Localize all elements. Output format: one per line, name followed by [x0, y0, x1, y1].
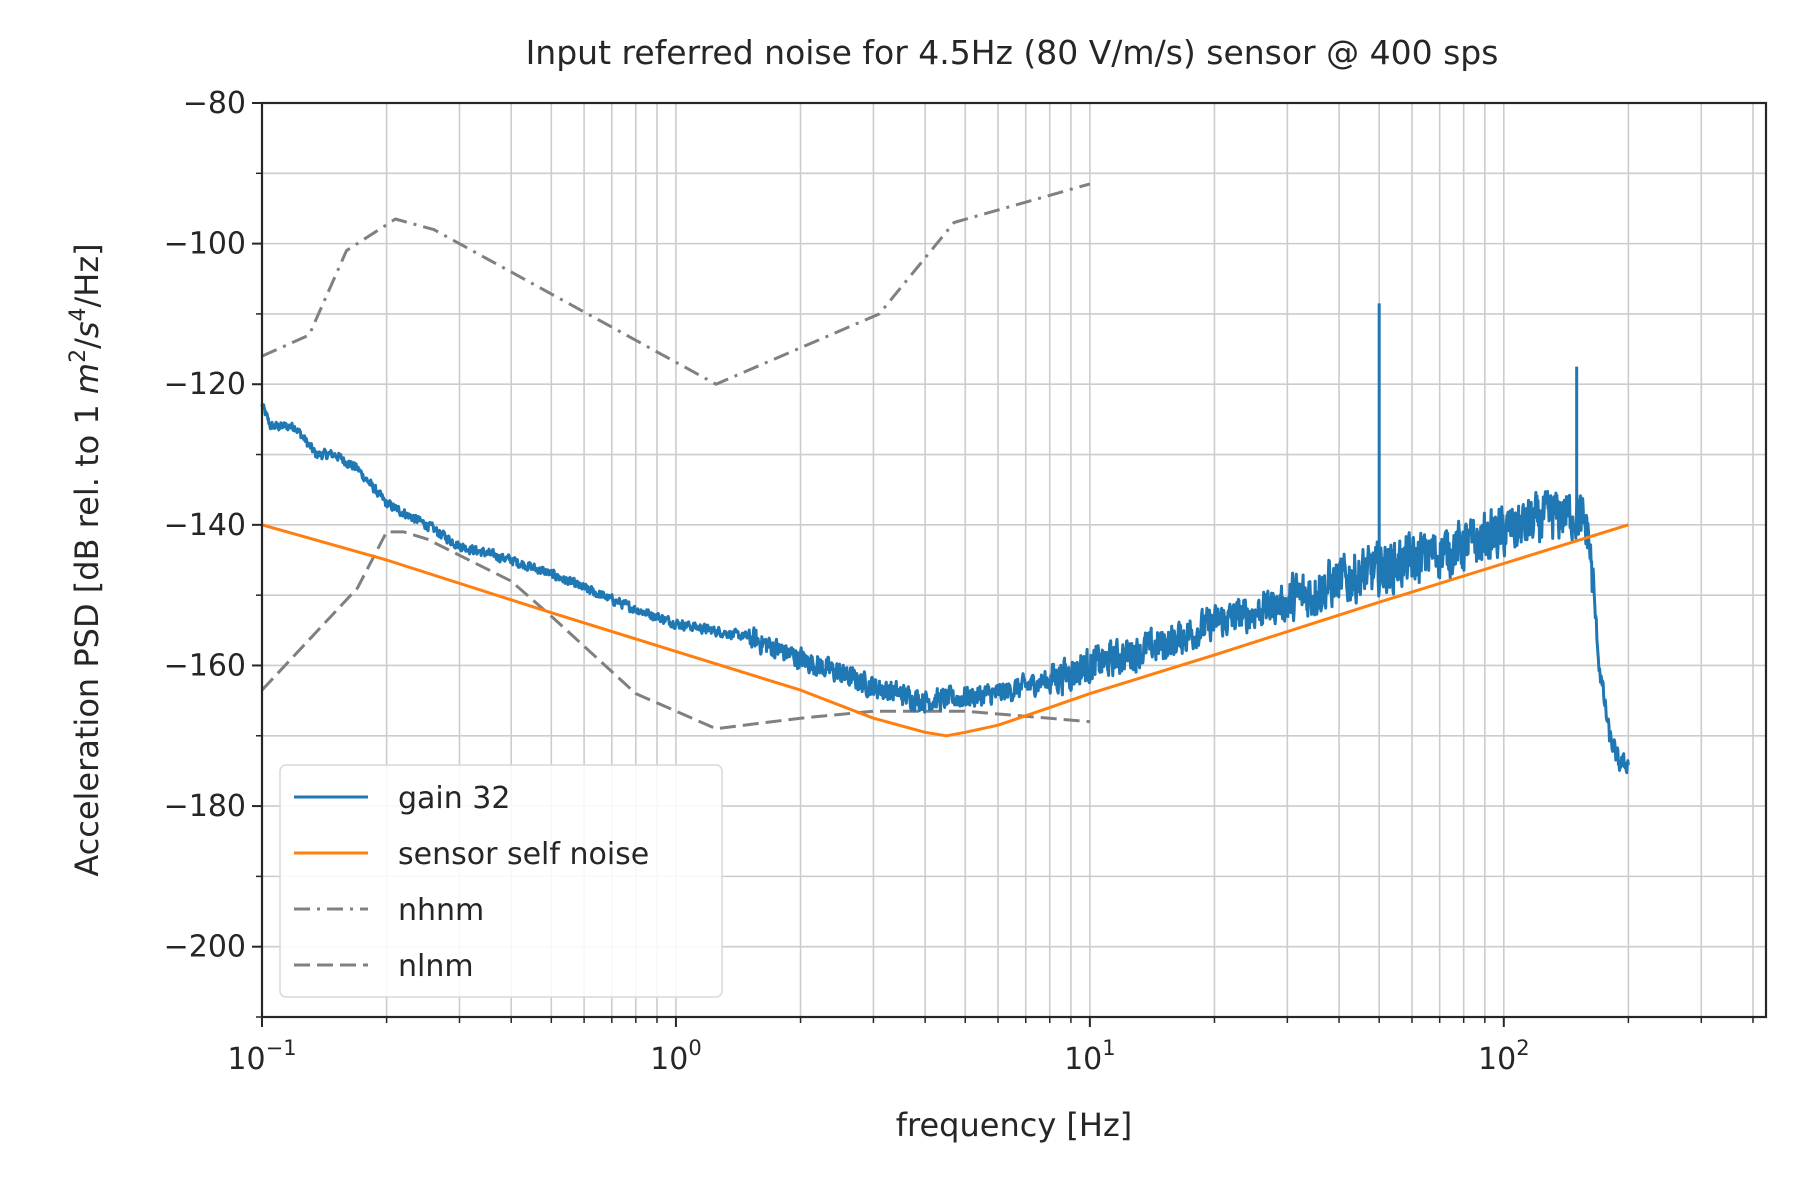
- x-axis-label: frequency [Hz]: [896, 1106, 1133, 1144]
- x-tick-label: 102: [1478, 1036, 1530, 1077]
- x-tick-exponent: 2: [1516, 1036, 1529, 1060]
- y-tick-label: −100: [164, 227, 246, 262]
- y-label-unit-m: m: [68, 363, 106, 394]
- x-tick-base: 10: [1064, 1042, 1102, 1077]
- x-tick-exponent: −1: [266, 1036, 297, 1060]
- y-label-text: /: [68, 338, 106, 349]
- ticks: [252, 102, 1754, 1027]
- series-line-gain-32: [260, 403, 1630, 775]
- x-tick-label: 100: [650, 1036, 702, 1077]
- axes-frame: [260, 101, 1768, 1019]
- legend: gain 32 sensor self noise nhnm nlnm: [279, 764, 723, 998]
- y-tick-label: −140: [164, 508, 246, 543]
- y-label-exponent: 2: [66, 349, 91, 363]
- x-tick-base: 10: [227, 1042, 265, 1077]
- series-line-sensor-self-noise: [261, 523, 1629, 738]
- series-line-nlnm: [260, 530, 1091, 731]
- series-layer: [260, 182, 1630, 775]
- y-label-exponent: 4: [66, 307, 91, 321]
- x-tick-base: 10: [1478, 1042, 1516, 1077]
- legend-box: [279, 764, 723, 998]
- legend-label: nhnm: [398, 893, 484, 928]
- x-tick-label: 10−1: [227, 1036, 296, 1077]
- legend-label: nlnm: [398, 949, 474, 984]
- chart-title: Input referred noise for 4.5Hz (80 V/m/s…: [526, 33, 1499, 72]
- legend-label: sensor self noise: [398, 837, 649, 872]
- x-tick-label: 101: [1064, 1036, 1116, 1077]
- x-tick-exponent: 1: [1102, 1036, 1115, 1060]
- y-label-text: /Hz]: [68, 243, 106, 307]
- y-tick-label: −200: [164, 930, 246, 965]
- y-tick-label: −80: [183, 86, 246, 121]
- series-line-nhnm: [261, 182, 1091, 386]
- y-label-text: Acceleration PSD [dB rel. to 1: [68, 394, 106, 877]
- y-axis-label: Acceleration PSD [dB rel. to 1 m2/s4/Hz]: [66, 243, 106, 876]
- x-tick-base: 10: [650, 1042, 688, 1077]
- y-tick-label: −120: [164, 367, 246, 402]
- y-label-unit-s: s: [68, 321, 106, 338]
- y-tick-label: −160: [164, 648, 246, 683]
- x-tick-exponent: 0: [688, 1036, 701, 1060]
- legend-label: gain 32: [398, 781, 511, 816]
- y-tick-label: −180: [164, 789, 246, 824]
